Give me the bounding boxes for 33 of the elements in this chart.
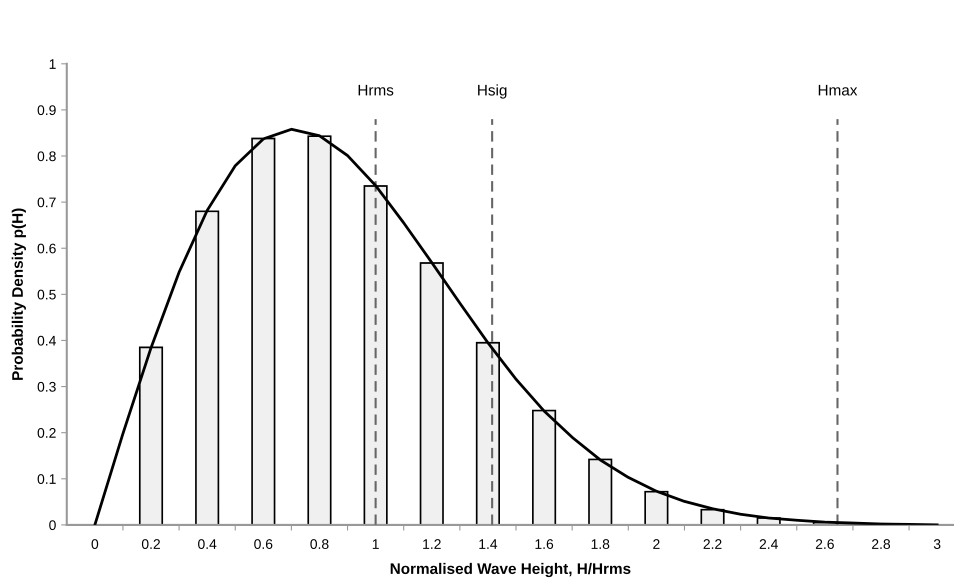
x-tick-label: 1.6 [535, 539, 554, 549]
x-tick-label: 1.4 [479, 539, 498, 549]
x-tick-label: 1.2 [423, 539, 441, 549]
x-tick-label: 0 [92, 539, 98, 549]
x-tick-label: 2.8 [872, 539, 890, 549]
y-tick-label: 0.2 [38, 428, 56, 438]
y-axis-title: Probability Density p(H) [12, 208, 26, 380]
x-tick-label: 2.4 [760, 539, 778, 549]
line-series [93, 128, 939, 525]
y-tick-label: 0.1 [38, 474, 56, 484]
x-tick-label: 2.2 [704, 539, 722, 549]
x-tick-label: 3 [934, 539, 940, 549]
y-tick-label: 0 [49, 520, 56, 530]
y-tick-label: 0.3 [38, 382, 56, 392]
ref-line-label: Hrms [358, 84, 394, 96]
y-tick-label: 0.5 [38, 290, 56, 300]
x-tick-label: 1 [372, 539, 379, 549]
y-tick-label: 0.8 [38, 151, 56, 162]
x-axis-title: Normalised Wave Height, H/Hrms [390, 562, 630, 578]
y-tick-label: 0.9 [38, 105, 56, 116]
x-tick-label: 1.8 [592, 539, 610, 549]
y-tick-label: 0.7 [38, 197, 56, 208]
x-tick-label: 0.8 [310, 539, 329, 549]
x-tick-label: 2 [653, 539, 660, 549]
ref-line-label: Hsig [478, 84, 506, 99]
y-tick-label: 0.4 [38, 336, 56, 346]
x-tick-label: 0.6 [254, 539, 272, 549]
x-tick-label: 0.4 [198, 539, 216, 549]
y-tick-label: 1 [50, 59, 56, 69]
x-tick-label: 0.2 [142, 539, 160, 549]
y-tick-label: 0.6 [38, 244, 56, 254]
ref-line-label: Hmax [818, 84, 858, 96]
x-tick-label: 2.6 [816, 539, 834, 549]
